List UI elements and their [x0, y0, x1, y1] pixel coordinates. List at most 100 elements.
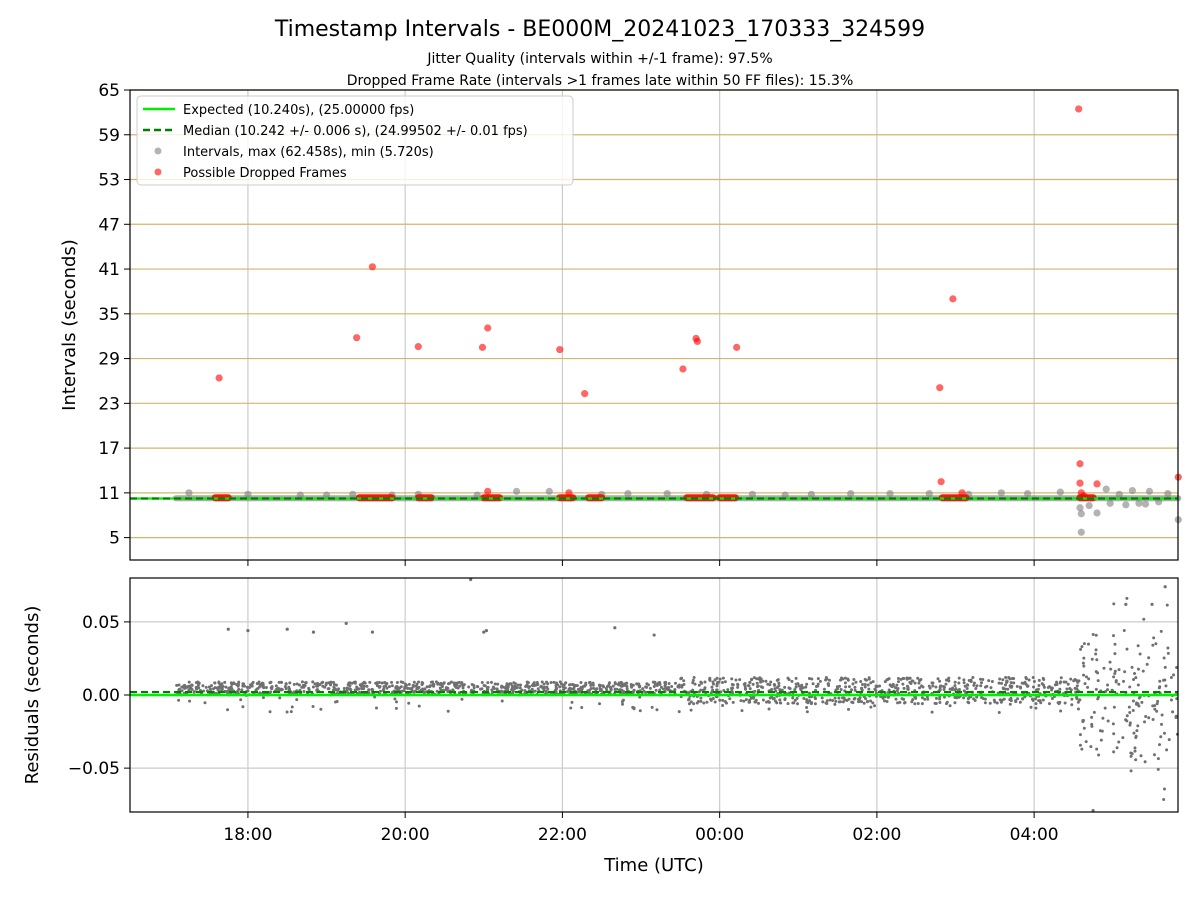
interval-point [1076, 504, 1084, 512]
residual-point [540, 680, 544, 684]
residual-point [990, 679, 994, 683]
residual-point [532, 681, 536, 685]
residual-point [903, 700, 907, 704]
residual-point [461, 686, 465, 690]
chart-title: Timestamp Intervals - BE000M_20241023_17… [274, 17, 925, 42]
residual-point [203, 701, 207, 705]
residual-point [213, 686, 217, 690]
interval-point [1164, 490, 1172, 498]
residual-point [653, 680, 657, 684]
residual-point [587, 681, 591, 685]
residual-point [1106, 719, 1110, 723]
residual-point [1117, 682, 1121, 686]
residual-point [795, 696, 799, 700]
residual-point [920, 696, 924, 700]
residual-outlier-point [469, 577, 473, 582]
residual-point [1003, 683, 1007, 687]
residual-point [730, 683, 734, 687]
residual-point [407, 701, 411, 705]
residual-point [749, 696, 753, 700]
residual-point [736, 685, 740, 689]
residual-point [906, 687, 910, 691]
residual-point [270, 685, 274, 689]
residual-point [579, 681, 583, 685]
residual-point [920, 702, 924, 706]
residual-point [302, 689, 306, 693]
residual-point [368, 680, 372, 684]
residual-point [726, 688, 730, 692]
residual-point [578, 690, 582, 694]
residual-point [571, 683, 575, 687]
residual-point [1077, 698, 1081, 702]
residual-point [353, 681, 357, 685]
residual-point [702, 701, 706, 705]
residual-point [280, 688, 284, 692]
residual-point [905, 684, 909, 688]
residual-point [831, 699, 835, 703]
residual-outlier-point [226, 627, 230, 631]
residual-point [885, 699, 889, 703]
residual-point [235, 683, 239, 687]
residual-point [654, 688, 658, 692]
interval-point [322, 491, 331, 499]
residual-point [1135, 729, 1139, 733]
residuals-series [130, 577, 1179, 813]
residual-point [873, 704, 877, 708]
dropped-frame-point [1076, 460, 1084, 468]
residual-point [1172, 673, 1176, 677]
interval-point [1077, 528, 1085, 536]
residual-point [667, 685, 671, 689]
residual-point [1006, 687, 1010, 691]
residual-point [1115, 746, 1119, 750]
residual-point [957, 676, 961, 680]
interval-point [1106, 499, 1114, 507]
residual-point [864, 678, 868, 682]
residual-point [692, 675, 696, 679]
residual-point [824, 678, 828, 682]
residual-point [595, 687, 599, 691]
residual-point [987, 679, 991, 683]
residual-point [641, 687, 645, 691]
residual-point [1011, 677, 1015, 681]
residual-point [755, 681, 759, 685]
residual-point [516, 683, 520, 687]
residual-point [689, 708, 693, 712]
residual-point [1064, 680, 1068, 684]
residual-point [1159, 735, 1163, 739]
residual-point [843, 698, 847, 702]
residual-point [1021, 697, 1025, 701]
residual-point [862, 701, 866, 705]
residual-point [1112, 750, 1116, 754]
residual-point [1097, 753, 1101, 757]
residual-outlier-point [613, 626, 617, 630]
residual-point [776, 678, 780, 682]
residual-point [377, 685, 381, 689]
residual-point [1143, 720, 1147, 724]
interval-point [185, 489, 193, 497]
residual-point [846, 678, 850, 682]
residual-point [182, 684, 186, 688]
residual-point [201, 684, 205, 688]
dropped-frame-point [353, 334, 361, 342]
residual-point [975, 684, 979, 688]
residual-point [367, 688, 371, 692]
residual-point [1059, 680, 1063, 684]
residual-point [1131, 699, 1135, 703]
residual-point [289, 710, 293, 714]
residual-point [621, 702, 625, 706]
residual-point [511, 689, 515, 693]
residual-point [1007, 676, 1011, 680]
residual-point [1166, 651, 1170, 655]
residual-point [220, 687, 224, 691]
residual-point [875, 684, 879, 688]
residual-point [804, 685, 808, 689]
residual-point [311, 685, 315, 689]
residual-point [657, 681, 661, 685]
residual-point [378, 680, 382, 684]
residual-point [558, 685, 562, 689]
residual-point [721, 703, 725, 707]
residual-point [864, 697, 868, 701]
residual-point [846, 707, 850, 711]
residuals-plot-panel: 0.05 0.00 −0.05 18:00 20:00 22:00 00:00 02:00 0… [22, 577, 1179, 876]
residual-point [440, 684, 444, 688]
